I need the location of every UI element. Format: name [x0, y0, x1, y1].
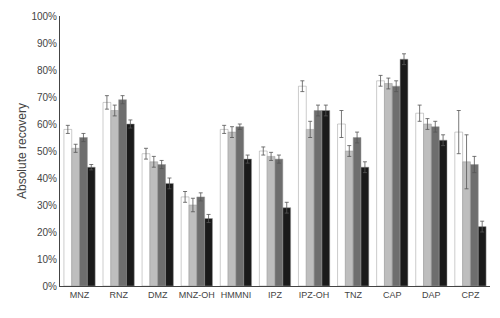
svg-text:HMMNI: HMMNI: [221, 290, 252, 300]
svg-text:40%: 40%: [37, 173, 57, 184]
svg-text:MNZ: MNZ: [70, 290, 90, 300]
svg-text:CAP: CAP: [383, 290, 402, 300]
svg-text:20%: 20%: [37, 227, 57, 238]
svg-text:60%: 60%: [37, 119, 57, 130]
svg-text:100%: 100%: [31, 11, 57, 22]
svg-text:90%: 90%: [37, 38, 57, 49]
svg-text:MNZ-OH: MNZ-OH: [179, 290, 215, 300]
svg-text:10%: 10%: [37, 254, 57, 265]
svg-text:DAP: DAP: [422, 290, 441, 300]
svg-text:70%: 70%: [37, 92, 57, 103]
svg-text:80%: 80%: [37, 65, 57, 76]
svg-text:TNZ: TNZ: [344, 290, 362, 300]
svg-text:RNZ: RNZ: [109, 290, 128, 300]
svg-text:Absolute recovery: Absolute recovery: [15, 103, 29, 199]
svg-text:0%: 0%: [43, 281, 58, 292]
svg-text:30%: 30%: [37, 200, 57, 211]
svg-text:50%: 50%: [37, 146, 57, 157]
svg-text:CPZ: CPZ: [461, 290, 480, 300]
svg-text:IPZ: IPZ: [268, 290, 283, 300]
svg-text:DMZ: DMZ: [148, 290, 168, 300]
svg-text:IPZ-OH: IPZ-OH: [299, 290, 330, 300]
